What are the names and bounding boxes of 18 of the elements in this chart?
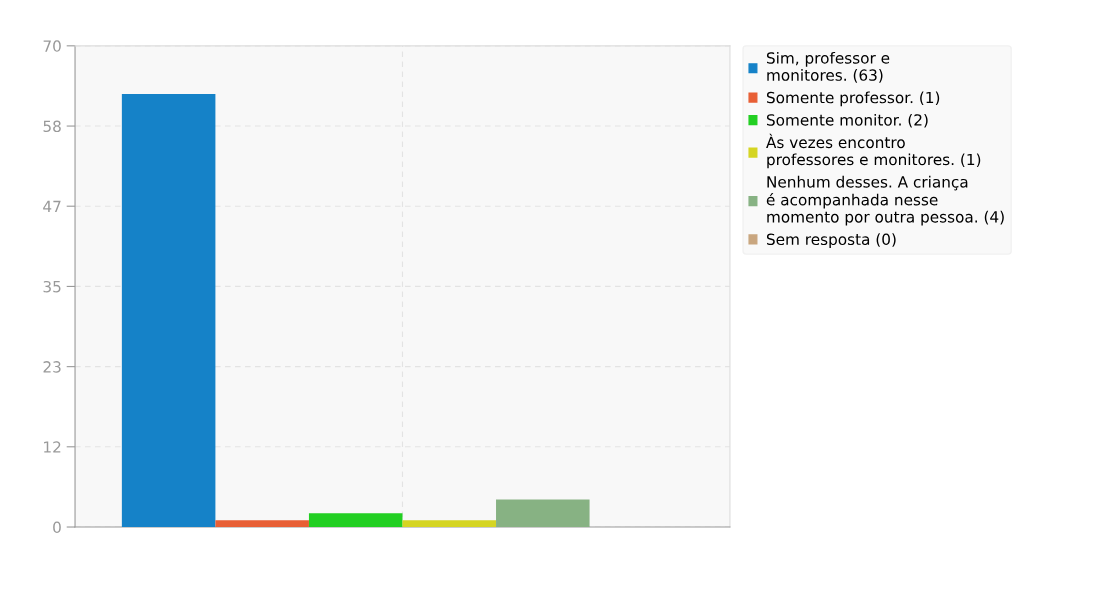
legend-label: Às vezes encontro professores e monitores. (1) bbox=[766, 133, 981, 169]
bar bbox=[121, 93, 216, 528]
y-tick-label: 35 bbox=[43, 280, 61, 293]
legend-label: Sim, professor e monitores. (63) bbox=[766, 51, 890, 83]
y-tick-label: 58 bbox=[43, 120, 61, 133]
legend-label: Nenhum desses. A criança é acompanhada nesse momento por outra pessoa. (4) bbox=[766, 175, 1004, 226]
legend-label: Somente professor. (1) bbox=[766, 91, 940, 107]
y-tick-label: 12 bbox=[44, 441, 61, 453]
y-tick-label: 0 bbox=[53, 521, 61, 534]
bar bbox=[496, 499, 590, 528]
y-tick-label: 23 bbox=[43, 361, 61, 373]
legend-label: Somente monitor. (2) bbox=[766, 113, 928, 128]
y-tick-label: 70 bbox=[43, 40, 61, 52]
bar bbox=[308, 513, 403, 528]
legend-label: Sem resposta (0) bbox=[766, 233, 896, 249]
y-tick-label: 47 bbox=[43, 200, 61, 213]
bar bbox=[215, 520, 309, 528]
bar bbox=[402, 520, 497, 528]
